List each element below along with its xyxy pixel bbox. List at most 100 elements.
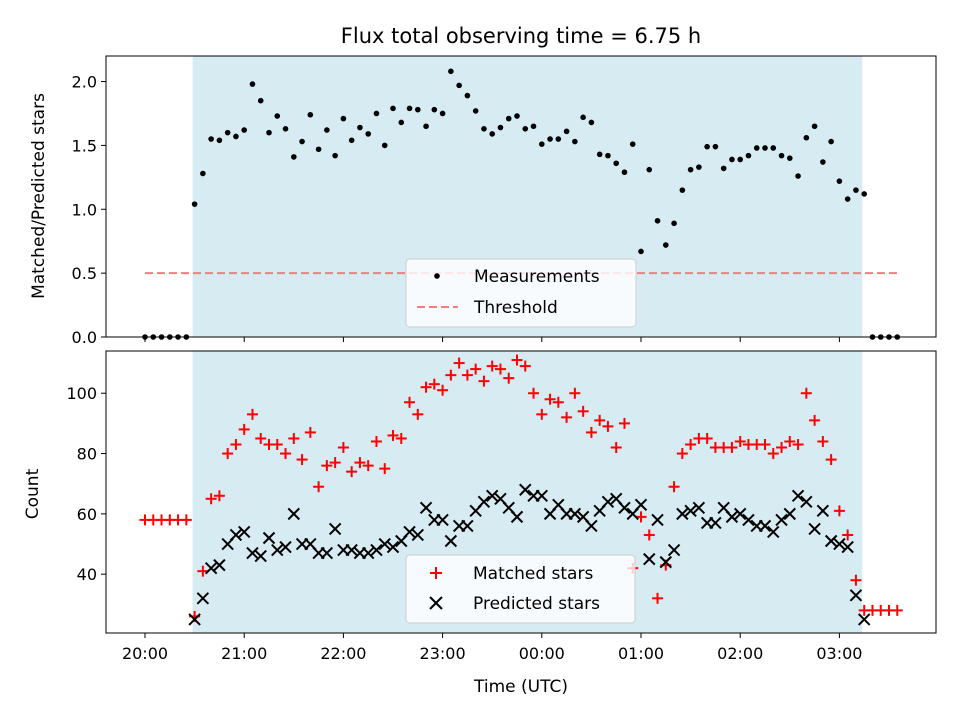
predicted-star-point — [188, 613, 201, 626]
matched-star-point — [437, 384, 449, 396]
predicted-star-point — [519, 483, 532, 496]
measurement-point — [861, 191, 867, 197]
predicted-star-point — [246, 546, 259, 560]
matched-star-point — [652, 592, 664, 604]
predicted-star-point — [386, 540, 400, 554]
bottom-x-ticks: 20:00 21:00 22:00 23:00 00:00 01:00 02:00 03:00 — [122, 633, 862, 663]
predicted-star-point — [742, 513, 755, 527]
measurement-point — [646, 166, 653, 173]
x-tick-label: 20:00 — [122, 644, 168, 663]
top-x-ticks — [144, 337, 840, 342]
measurement-point — [472, 108, 479, 114]
legend-label-matched: Matched stars — [473, 564, 593, 584]
x-axis-label: Time (UTC) — [473, 677, 568, 697]
matched-star-point — [643, 529, 655, 541]
predicted-star-point — [791, 489, 805, 502]
predicted-star-point — [709, 516, 722, 530]
predicted-star-point — [485, 489, 499, 502]
matched-star-point — [180, 514, 192, 526]
measurement-point — [274, 113, 281, 119]
x-tick-label: 01:00 — [618, 644, 664, 663]
measurement-point — [795, 173, 801, 179]
predicted-star-point — [568, 507, 582, 521]
legend-label-measurements: Measurements — [474, 267, 600, 287]
measurement-point — [464, 92, 471, 99]
measurement-point — [257, 97, 264, 104]
measurement-point — [200, 170, 206, 177]
predicted-star-point — [857, 613, 871, 626]
measurement-point — [820, 159, 826, 165]
predicted-star-point — [849, 589, 863, 602]
predicted-star-point — [419, 501, 433, 515]
x-tick-label: 03:00 — [816, 644, 862, 663]
predicted-star-point — [361, 546, 375, 560]
measurement-point — [778, 152, 785, 159]
predicted-star-point — [659, 555, 673, 569]
measurement-point — [729, 156, 735, 163]
predicted-star-point — [411, 528, 425, 542]
top-legend: Measurements Threshold — [405, 258, 637, 328]
predicted-star-point — [667, 543, 681, 557]
measurement-point — [497, 124, 504, 131]
measurement-point — [720, 165, 727, 172]
predicted-star-point — [634, 498, 648, 512]
bottom-y-tick-label: 40 — [77, 565, 97, 584]
measurement-point — [596, 151, 603, 158]
predicted-star-point — [833, 537, 846, 551]
legend-marker-measurements — [434, 273, 440, 279]
matched-star-point — [280, 448, 292, 460]
measurement-point — [373, 110, 380, 117]
matched-star-point — [825, 454, 837, 466]
predicted-star-point — [345, 543, 358, 557]
predicted-star-point — [287, 507, 301, 521]
matched-star-point — [734, 435, 746, 447]
matched-star-point — [222, 448, 234, 460]
measurement-point — [398, 119, 405, 126]
measurement-point — [745, 152, 752, 159]
matched-star-point — [238, 423, 250, 435]
measurement-point — [241, 127, 247, 133]
predicted-star-point — [403, 525, 416, 539]
matched-star-point — [776, 442, 788, 454]
matched-star-point — [833, 505, 845, 517]
predicted-star-point — [841, 540, 854, 554]
matched-star-point — [503, 372, 515, 384]
measurement-point — [638, 248, 644, 255]
measurement-point — [448, 68, 454, 75]
predicted-star-point — [684, 504, 697, 518]
chart-title: Flux total observing time = 6.75 h — [341, 24, 701, 48]
measurement-point — [539, 141, 545, 147]
matched-star-point — [585, 426, 597, 438]
matched-star-point — [428, 378, 440, 390]
measurement-point — [340, 115, 347, 122]
predicted-star-point — [370, 543, 383, 557]
measurement-point — [811, 123, 818, 130]
measurement-point — [365, 131, 372, 137]
x-tick-label: 02:00 — [717, 644, 763, 663]
matched-star-point — [759, 438, 771, 450]
matched-star-point — [528, 387, 540, 399]
measurement-point — [315, 146, 322, 153]
measurement-point — [844, 196, 851, 202]
predicted-star-point — [775, 513, 788, 527]
matched-star-point — [891, 604, 903, 616]
measurement-point — [324, 127, 330, 133]
matched-star-point — [271, 438, 283, 450]
measurement-point — [803, 134, 810, 141]
legend-label-threshold: Threshold — [473, 298, 558, 318]
top-y-tick-label: 2.0 — [72, 73, 97, 92]
predicted-star-point — [535, 489, 549, 502]
matched-star-point — [362, 460, 374, 472]
predicted-star-point — [585, 519, 598, 533]
top-y-tick-label: 1.5 — [72, 136, 97, 155]
measurement-point — [233, 133, 239, 140]
predicted-star-point — [800, 495, 813, 509]
matched-star-point — [618, 417, 630, 429]
matched-star-point — [817, 435, 829, 447]
measurement-point — [431, 106, 438, 113]
bottom-legend: Matched stars Predicted stars — [405, 554, 636, 624]
measurement-point — [663, 242, 669, 248]
measurement-point — [696, 164, 702, 170]
measurement-point — [348, 137, 355, 144]
matched-star-point — [486, 360, 498, 372]
